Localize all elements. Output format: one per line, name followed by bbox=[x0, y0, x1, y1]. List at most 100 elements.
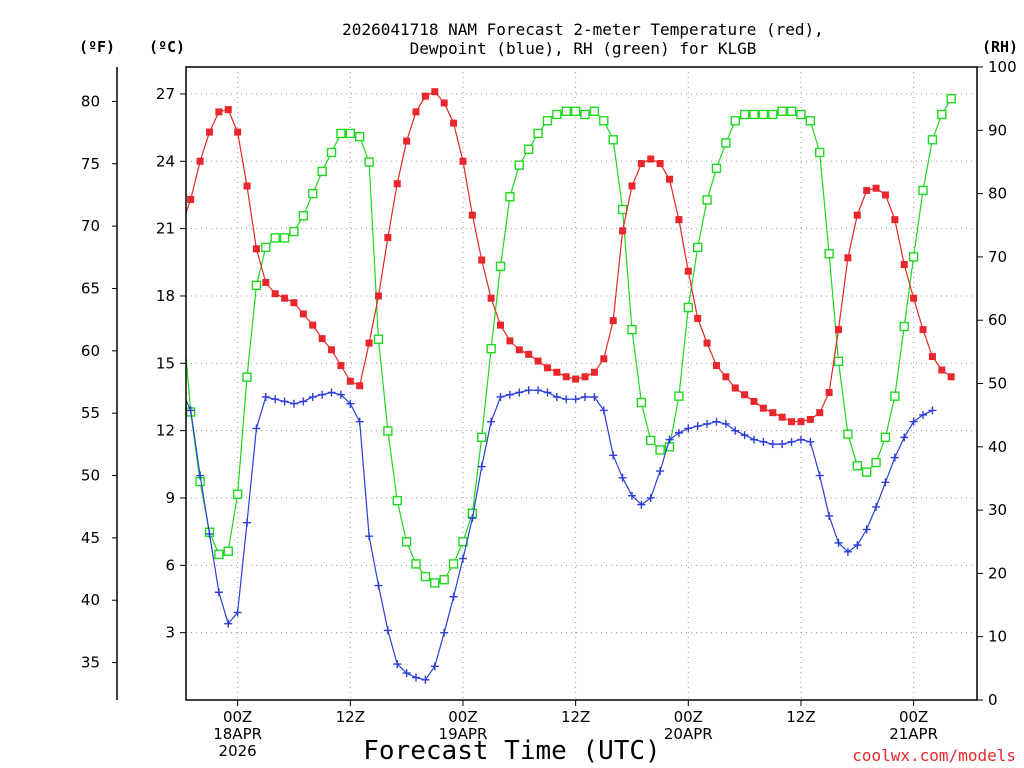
temperature-point bbox=[741, 391, 749, 399]
dewpoint-point bbox=[477, 462, 486, 471]
rh-point bbox=[308, 188, 318, 199]
fahrenheit-tick-label: 55 bbox=[81, 404, 100, 422]
rh-point bbox=[796, 109, 806, 120]
fahrenheit-tick-label: 70 bbox=[81, 217, 100, 235]
rh-point bbox=[345, 128, 356, 139]
rh-point bbox=[918, 185, 928, 196]
temperature-point bbox=[797, 418, 805, 426]
dewpoint-point bbox=[900, 433, 909, 442]
dewpoint-point bbox=[609, 451, 618, 460]
rh-point bbox=[702, 195, 712, 205]
dewpoint-point bbox=[515, 388, 524, 397]
dewpoint-point bbox=[289, 399, 298, 408]
rh-point bbox=[533, 128, 543, 139]
x-axis-label: Forecast Time (UTC) bbox=[363, 736, 660, 766]
rh-point bbox=[477, 432, 487, 443]
rh-point bbox=[890, 391, 900, 401]
dewpoint-point bbox=[806, 437, 815, 446]
temperature-point bbox=[450, 119, 458, 127]
rh-point bbox=[430, 578, 440, 588]
dewpoint-point bbox=[581, 392, 590, 401]
rh-point bbox=[317, 166, 327, 177]
chart-title-line1: 2026041718 NAM Forecast 2-meter Temperat… bbox=[342, 20, 824, 39]
temperature-point bbox=[619, 227, 627, 235]
series-line bbox=[186, 389, 933, 681]
rh-tick-label: 90 bbox=[988, 121, 1007, 139]
dewpoint-point bbox=[243, 518, 252, 527]
dewpoint-point bbox=[271, 395, 280, 404]
rh-point bbox=[852, 461, 862, 471]
dewpoint-point bbox=[449, 592, 458, 601]
rh-point bbox=[514, 160, 524, 170]
x-tick-label: 19APR bbox=[439, 725, 488, 743]
rh-point bbox=[232, 489, 243, 499]
rh-point bbox=[927, 135, 938, 145]
temperature-point bbox=[656, 160, 664, 168]
temperature-point bbox=[891, 216, 899, 224]
rh-point bbox=[843, 429, 853, 439]
dewpoint-point bbox=[750, 435, 759, 444]
dewpoint-point bbox=[843, 547, 852, 556]
temperature-point bbox=[825, 388, 833, 396]
x-tick-label: 18APR bbox=[213, 725, 262, 743]
rh-point bbox=[608, 135, 618, 145]
celsius-tick-label: 27 bbox=[156, 85, 175, 103]
temperature-point bbox=[196, 157, 204, 165]
temperature-point bbox=[281, 294, 289, 302]
temperature-point bbox=[440, 99, 448, 107]
celsius-tick-label: 15 bbox=[156, 354, 175, 372]
temperature-point bbox=[872, 184, 880, 192]
temperature-point bbox=[881, 191, 889, 199]
dewpoint-point bbox=[637, 500, 646, 509]
dewpoint-point bbox=[468, 514, 477, 523]
dewpoint-point bbox=[308, 392, 317, 401]
rh-point bbox=[439, 575, 449, 585]
rh-point bbox=[336, 128, 346, 139]
dewpoint-point bbox=[430, 662, 439, 671]
dewpoint-point bbox=[693, 422, 702, 431]
dewpoint-point bbox=[919, 410, 928, 419]
dewpoint-point bbox=[721, 419, 730, 428]
x-tick-label: 00Z bbox=[223, 708, 252, 726]
rh-tick-label: 60 bbox=[988, 311, 1007, 329]
temperature-point bbox=[637, 160, 645, 168]
temperature-point bbox=[515, 346, 523, 354]
dewpoint-point bbox=[731, 426, 740, 435]
rh-point bbox=[617, 204, 628, 215]
dewpoint-point bbox=[205, 529, 214, 538]
rh-point bbox=[298, 211, 309, 221]
dewpoint-point bbox=[327, 388, 336, 397]
rh-point bbox=[289, 226, 299, 237]
temperature-point bbox=[806, 415, 814, 423]
fahrenheit-tick-label: 35 bbox=[81, 654, 100, 672]
fahrenheit-tick-label: 60 bbox=[81, 342, 100, 360]
dewpoint-point bbox=[627, 491, 636, 500]
rh-tick-label: 30 bbox=[988, 501, 1007, 519]
rh-point bbox=[711, 163, 722, 173]
rh-point bbox=[786, 106, 797, 117]
dewpoint-point bbox=[853, 541, 862, 550]
temperature-point bbox=[947, 373, 955, 381]
dewpoint-point bbox=[656, 467, 665, 476]
dewpoint-series bbox=[186, 386, 937, 684]
dewpoint-point bbox=[496, 392, 505, 401]
dewpoint-point bbox=[346, 399, 355, 408]
fahrenheit-unit-label: (ºF) bbox=[79, 38, 115, 56]
rh-point bbox=[871, 457, 881, 468]
rh-point bbox=[261, 242, 271, 253]
temperature-point bbox=[572, 375, 580, 383]
temperature-point bbox=[525, 350, 533, 358]
rh-point bbox=[411, 559, 421, 569]
temperature-point bbox=[459, 157, 467, 165]
rh-point bbox=[636, 397, 647, 408]
temperature-point bbox=[403, 137, 411, 145]
dewpoint-point bbox=[261, 392, 270, 401]
temperature-point bbox=[393, 180, 401, 188]
celsius-tick-label: 18 bbox=[156, 287, 175, 305]
temperature-point bbox=[421, 92, 429, 100]
dewpoint-point bbox=[571, 395, 580, 404]
temperature-point bbox=[337, 362, 345, 370]
dewpoint-point bbox=[872, 502, 881, 511]
rh-point bbox=[242, 372, 252, 382]
rh-unit-label: (RH) bbox=[982, 38, 1018, 56]
